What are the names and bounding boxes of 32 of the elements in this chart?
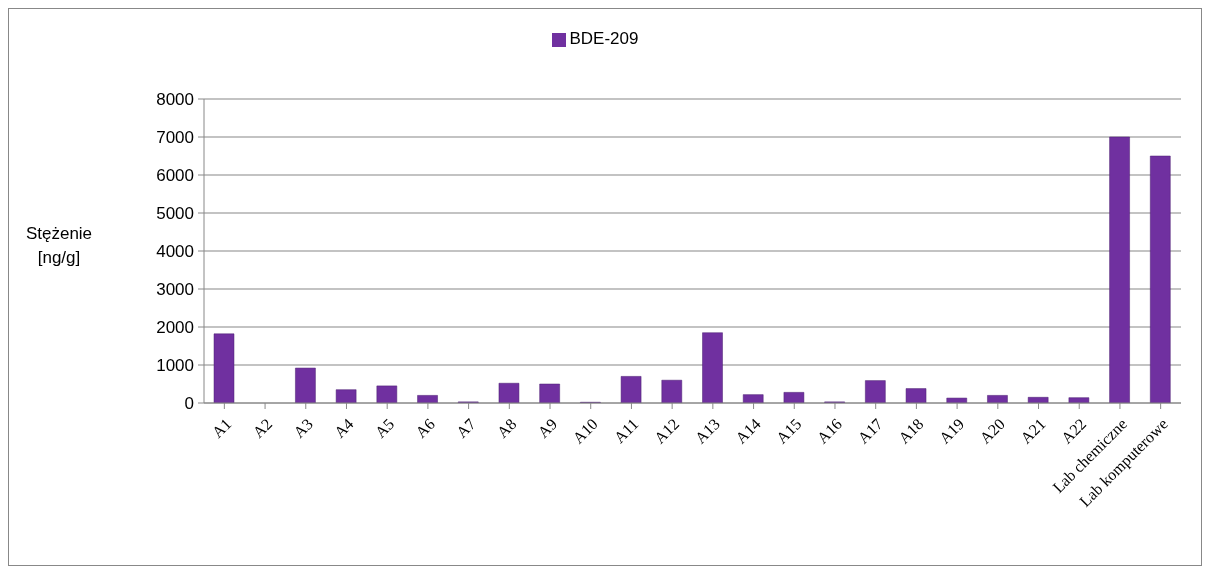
x-tick-label: A6 xyxy=(412,415,439,441)
x-tick-label: A17 xyxy=(854,415,886,447)
x-tick-label: A8 xyxy=(493,415,520,441)
y-tick-label: 5000 xyxy=(156,204,194,224)
legend-label: BDE-209 xyxy=(569,29,639,48)
y-tick-label: 3000 xyxy=(156,280,194,300)
y-tick-label: 2000 xyxy=(156,318,194,338)
y-tick-label: 1000 xyxy=(156,356,194,376)
x-tick-label: A2 xyxy=(249,415,276,441)
y-tick-label: 0 xyxy=(184,394,194,414)
x-tick-label: A10 xyxy=(569,415,601,447)
x-tick-label: A21 xyxy=(1017,415,1049,447)
x-tick-label: A12 xyxy=(650,415,683,447)
y-axis-title: Stężenie [ng/g] xyxy=(25,224,93,267)
x-tick-label: A7 xyxy=(452,415,479,441)
x-tick-label: A19 xyxy=(935,415,968,447)
x-tick-label: A16 xyxy=(813,415,846,447)
x-tick-label: A13 xyxy=(691,415,724,447)
x-tick-label: A9 xyxy=(534,415,561,441)
y-tick-label: 7000 xyxy=(156,128,194,148)
y-tick-label: 6000 xyxy=(156,166,194,186)
x-tick-label: A18 xyxy=(895,415,927,447)
x-tick-label: A14 xyxy=(732,415,764,447)
x-tick-label: A15 xyxy=(772,415,805,447)
x-tick-label: A1 xyxy=(208,415,235,441)
y-tick-label: 4000 xyxy=(156,242,194,262)
x-tick-label: A3 xyxy=(290,415,316,441)
x-tick-label: A5 xyxy=(371,415,398,441)
x-tick-label: A20 xyxy=(976,415,1008,447)
y-tick-label: 8000 xyxy=(156,90,194,110)
x-tick-label: A11 xyxy=(610,415,642,447)
x-tick-label: A4 xyxy=(330,415,357,441)
